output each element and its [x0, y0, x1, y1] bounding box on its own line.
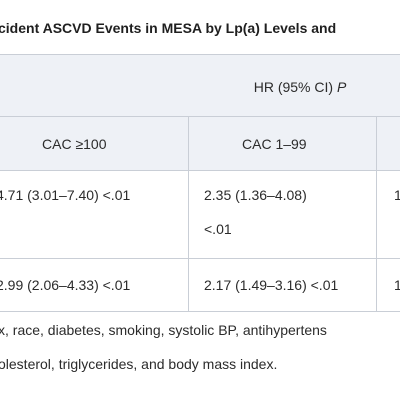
column-divider — [188, 117, 189, 170]
column-divider — [188, 171, 189, 258]
cell-next-column: 1 — [394, 277, 400, 293]
column-divider — [376, 117, 377, 170]
cell-cac-ge-100: 4.71 (3.01–7.40) <.01 — [0, 187, 131, 203]
cell-cac-1-99-line1: 2.17 (1.49–3.16) <.01 — [204, 277, 339, 293]
column-header-row: CAC ≥100 CAC 1–99 — [0, 116, 400, 170]
column-divider — [188, 259, 189, 311]
footnote-line: olesterol, triglycerides, and body mass … — [0, 356, 278, 372]
table-row: 4.71 (3.01–7.40) <.01 2.35 (1.36–4.08) <… — [0, 170, 400, 258]
cell-cac-1-99-line2: <.01 — [204, 221, 232, 237]
column-divider — [376, 259, 377, 311]
footnote-line: x, race, diabetes, smoking, systolic BP,… — [0, 322, 327, 338]
column-header-cac-1-99: CAC 1–99 — [242, 136, 307, 152]
cell-cac-ge-100: 2.99 (2.06–4.33) <.01 — [0, 277, 131, 293]
p-value-symbol: P — [336, 79, 347, 95]
table-title: cident ASCVD Events in MESA by Lp(a) Lev… — [0, 20, 337, 36]
hr-group-header: HR (95% CI) P — [150, 74, 400, 100]
hr-label-text: HR (95% CI) — [253, 79, 337, 95]
table-row: 2.99 (2.06–4.33) <.01 2.17 (1.49–3.16) <… — [0, 258, 400, 312]
column-divider — [376, 171, 377, 258]
column-header-cac-ge-100: CAC ≥100 — [42, 136, 107, 152]
group-header-row: HR (95% CI) P — [0, 54, 400, 116]
cell-next-column: 1 — [394, 187, 400, 203]
cell-cac-1-99-line1: 2.35 (1.36–4.08) — [204, 187, 307, 203]
